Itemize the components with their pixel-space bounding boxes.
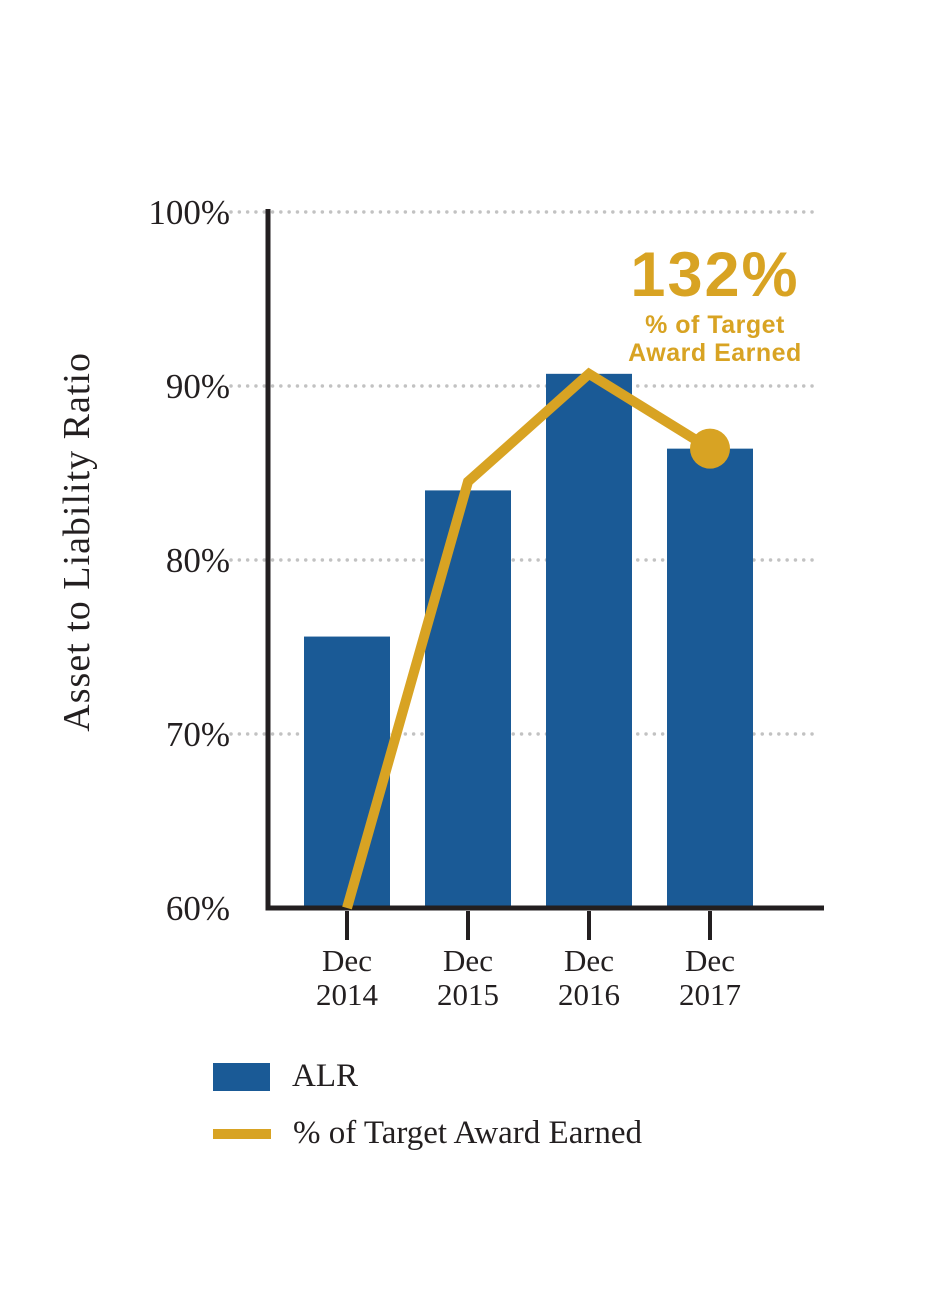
legend: ALR % of Target Award Earned (213, 1058, 642, 1152)
bar-dec-2017 (667, 448, 753, 908)
callout-label-line1: % of Target (645, 311, 785, 339)
x-tick-label-line2: 2016 (558, 977, 620, 1012)
line-end-marker (690, 428, 730, 469)
y-tick-label: 90% (166, 367, 230, 406)
bar-dec-2015 (425, 490, 511, 908)
callout-label: % of Target Award Earned (560, 311, 870, 367)
legend-item-target-award: % of Target Award Earned (213, 1115, 642, 1152)
x-tick-label-line1: Dec (685, 943, 735, 978)
callout-label-line2: Award Earned (628, 339, 802, 367)
legend-item-alr: ALR (213, 1058, 642, 1095)
x-tick-label-line2: 2017 (679, 977, 741, 1012)
y-tick-label: 70% (166, 715, 230, 754)
y-tick-label: 80% (166, 541, 230, 580)
x-tick-label-line2: 2015 (437, 977, 499, 1012)
legend-bar-swatch (213, 1062, 270, 1091)
legend-line-swatch (213, 1128, 271, 1139)
bar-dec-2014 (304, 636, 390, 908)
legend-label-alr: ALR (292, 1058, 358, 1094)
x-tick-label-line2: 2014 (316, 977, 379, 1012)
x-tick-label-line1: Dec (322, 943, 372, 978)
y-tick-label: 60% (166, 889, 230, 928)
callout-percent-earned: 132% % of Target Award Earned (560, 240, 870, 368)
legend-label-target-award: % of Target Award Earned (293, 1115, 642, 1151)
x-tick-label-line1: Dec (564, 943, 614, 978)
x-tick-label-line1: Dec (443, 943, 493, 978)
callout-value: 132% (630, 240, 800, 310)
target-award-line (342, 367, 713, 910)
y-tick-label: 100% (148, 193, 230, 232)
bar-dec-2016 (546, 373, 632, 908)
